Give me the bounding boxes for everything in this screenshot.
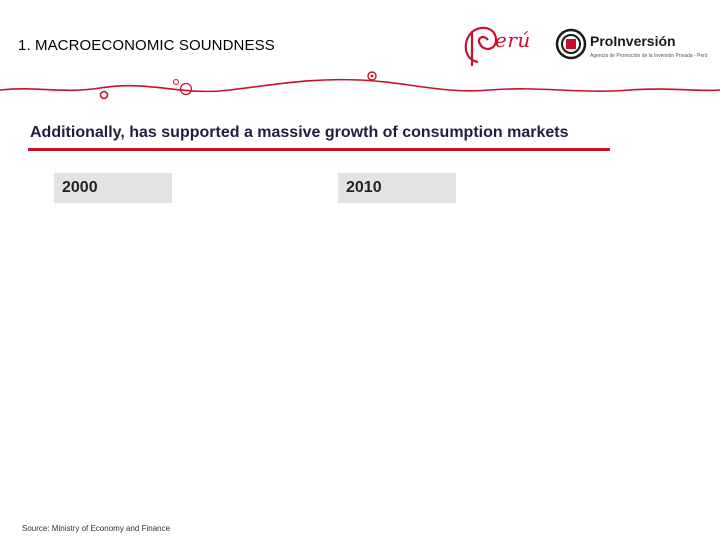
slide-subtitle: Additionally, has supported a massive gr…	[30, 124, 569, 141]
wave-circle-small	[173, 79, 179, 85]
proinversion-logo-tagline: Agencia de Promoción de la Inversión Pri…	[590, 53, 708, 59]
source-note: Source: Ministry of Economy and Finance	[22, 524, 171, 533]
wave-dot	[99, 90, 109, 100]
proinversion-emblem-icon	[555, 28, 587, 60]
wave-line	[0, 78, 720, 93]
year-label-2000: 2000	[54, 173, 172, 203]
proinversion-logo-name: ProInversión	[590, 33, 676, 49]
peru-logo-text: erú	[495, 28, 531, 52]
subtitle-underline	[28, 148, 610, 151]
year-label-2010: 2010	[338, 173, 456, 203]
wave-dot-right	[367, 71, 377, 81]
wave-circle	[179, 82, 193, 96]
peru-spiral-icon	[464, 26, 498, 66]
header-wave-decoration	[0, 71, 720, 100]
slide-title: 1. MACROECONOMIC SOUNDNESS	[18, 37, 275, 54]
